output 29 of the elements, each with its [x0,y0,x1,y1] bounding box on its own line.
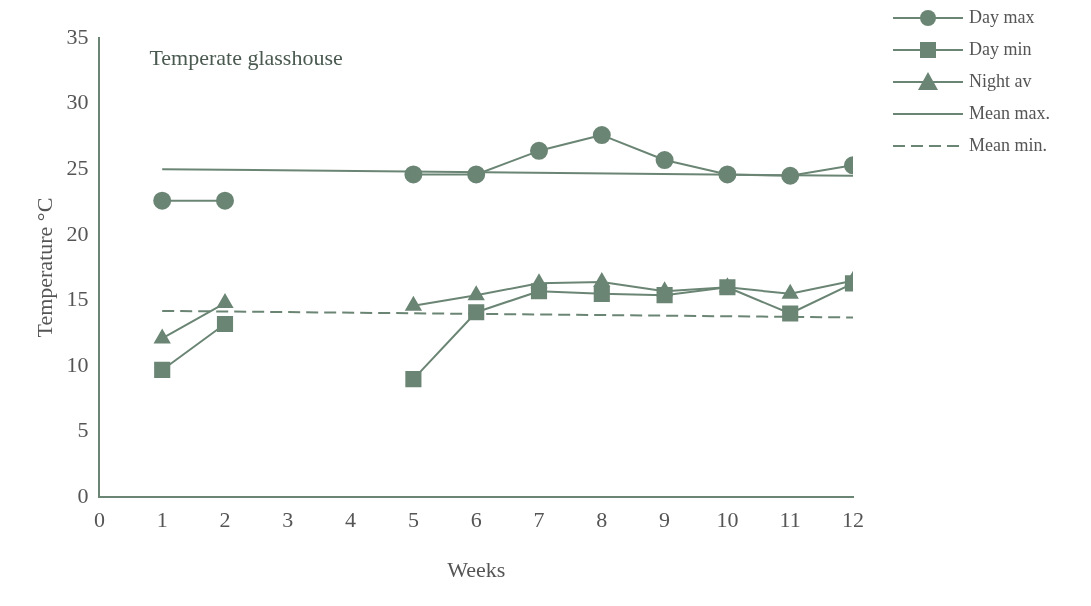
legend-label: Mean min. [969,134,1047,155]
x-tick-label: 2 [219,507,231,533]
x-tick-label: 6 [470,507,482,533]
x-tick-label: 4 [345,507,357,533]
y-tick-label: 15 [66,286,89,312]
y-tick-label: 25 [66,154,89,180]
y-tick-label: 30 [66,89,89,115]
x-tick-label: 12 [842,507,864,533]
y-tick-label: 0 [77,482,89,508]
x-tick-label: 10 [716,507,739,533]
y-tick-label: 20 [66,220,89,246]
y-tick-label: 35 [66,23,89,49]
legend-label: Day min [969,38,1032,59]
legend-label: Night av [969,70,1032,91]
chart-title: Temperate glasshouse [149,44,343,70]
x-axis-title: Weeks [447,556,506,582]
y-axis-title: Temperature °C [31,197,57,338]
legend-label: Mean max. [969,102,1050,123]
x-tick-label: 1 [156,507,168,533]
x-tick-label: 3 [282,507,294,533]
y-tick-label: 5 [77,417,89,443]
x-tick-label: 11 [779,507,801,533]
x-tick-label: 0 [93,507,105,533]
y-tick-label: 10 [66,351,89,377]
legend-label: Day max [969,6,1035,27]
x-tick-label: 8 [596,507,608,533]
x-tick-label: 9 [659,507,671,533]
x-tick-label: 7 [533,507,545,533]
x-tick-label: 5 [407,507,419,533]
